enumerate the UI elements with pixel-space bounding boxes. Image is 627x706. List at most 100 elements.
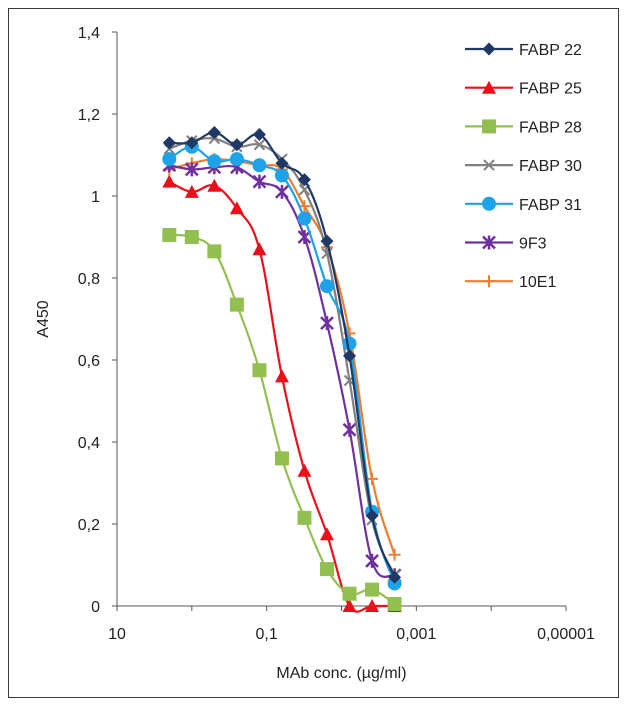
data-point	[365, 599, 380, 612]
data-point	[297, 230, 312, 244]
data-point	[387, 596, 402, 611]
legend-label: FABP 28	[519, 119, 582, 136]
data-point	[185, 136, 199, 150]
data-point	[275, 184, 289, 199]
data-point	[162, 136, 176, 150]
data-point	[274, 168, 289, 183]
data-point	[297, 510, 312, 525]
data-point	[274, 451, 289, 466]
legend-item: FABP 28	[465, 119, 582, 136]
data-point	[365, 509, 379, 523]
y-tick-label: 1,2	[78, 107, 100, 124]
legend-marker	[482, 80, 496, 94]
data-point	[365, 582, 380, 597]
legend-item: FABP 25	[465, 80, 582, 98]
y-axis-title: A450	[35, 300, 52, 337]
data-point	[319, 279, 334, 294]
data-point	[275, 156, 289, 170]
data-point	[342, 599, 357, 612]
data-point	[162, 152, 177, 167]
series-line	[168, 137, 396, 576]
data-point	[320, 234, 334, 248]
data-point	[319, 527, 334, 541]
y-tick-label: 0	[91, 599, 100, 616]
y-tick-label: 0,8	[78, 271, 100, 288]
series-line	[169, 131, 396, 578]
data-point	[230, 138, 244, 152]
legend-item: FABP 30	[465, 158, 582, 175]
y-tick-label: 1,4	[78, 25, 100, 42]
data-point	[184, 184, 199, 198]
x-tick-label: 10	[108, 626, 126, 643]
axes: 0 0,2 0,4 0,6 0,8 1 1,2 1,4 10 0,1 0,001 0,00001	[78, 25, 595, 643]
data-point	[274, 369, 289, 383]
data-point	[365, 553, 379, 568]
x-tick-label: 0,001	[396, 626, 436, 643]
y-tick-label: 1	[91, 189, 100, 206]
data-point	[320, 316, 334, 331]
legend-item: 10E1	[465, 274, 556, 291]
data-point	[342, 586, 357, 601]
data-point	[252, 363, 267, 378]
legend-marker	[482, 119, 496, 134]
legend-marker	[483, 275, 495, 288]
data-point	[252, 174, 267, 189]
data-point	[297, 173, 311, 187]
y-tick-label: 0,4	[78, 435, 100, 452]
data-point	[184, 230, 199, 244]
legend-label: 9F3	[519, 236, 547, 253]
legend-label: FABP 30	[519, 158, 582, 175]
chart-frame	[8, 8, 619, 698]
data-point	[342, 422, 357, 437]
data-point	[252, 158, 267, 173]
series-fabp-25	[162, 174, 402, 613]
data-point	[162, 227, 177, 242]
legend-item: FABP 22	[465, 42, 582, 59]
data-point	[297, 211, 312, 226]
legend-marker	[482, 196, 496, 211]
series-fabp-28	[162, 227, 402, 611]
legend-marker	[483, 159, 495, 171]
y-tick-label: 0,2	[78, 517, 100, 534]
series-layer	[162, 125, 402, 613]
data-point	[207, 244, 222, 259]
data-point	[298, 200, 311, 213]
data-point	[207, 125, 221, 139]
series-line	[168, 180, 395, 613]
data-point	[319, 562, 334, 577]
y-tick-label: 0,6	[78, 353, 100, 370]
x-axis-title: MAb conc. (µg/ml)	[276, 665, 406, 682]
legend-label: FABP 31	[519, 197, 582, 214]
series-fabp-31	[162, 139, 402, 591]
data-point	[252, 128, 266, 141]
data-point	[207, 178, 222, 192]
data-point	[207, 154, 222, 169]
data-point	[229, 152, 244, 167]
data-point	[388, 548, 401, 561]
x-tick-label: 0,1	[256, 626, 278, 643]
data-point	[229, 201, 244, 215]
data-point	[253, 139, 266, 151]
legend-item: 9F3	[465, 235, 547, 253]
legend-marker	[482, 235, 496, 250]
series-line	[168, 145, 396, 584]
legend-item: FABP 31	[465, 196, 582, 214]
series-10e1	[163, 153, 401, 561]
data-point	[388, 570, 402, 584]
x-tick-label: 0,00001	[537, 626, 595, 643]
data-point	[343, 349, 357, 363]
data-point	[184, 162, 199, 177]
legend-label: FABP 25	[519, 81, 582, 98]
data-point	[342, 336, 357, 351]
series-fabp-30	[163, 132, 401, 581]
series-fabp-22	[162, 125, 402, 584]
legend-label: FABP 22	[519, 42, 582, 59]
legend-label: 10E1	[519, 274, 556, 291]
legend: FABP 22 FABP 25 FABP 28 FABP 30 FABP 31 9F3 10…	[465, 42, 582, 291]
data-point	[162, 174, 177, 188]
data-point	[297, 463, 312, 477]
legend-marker	[482, 42, 496, 56]
data-point	[252, 242, 267, 256]
data-point	[229, 297, 244, 312]
